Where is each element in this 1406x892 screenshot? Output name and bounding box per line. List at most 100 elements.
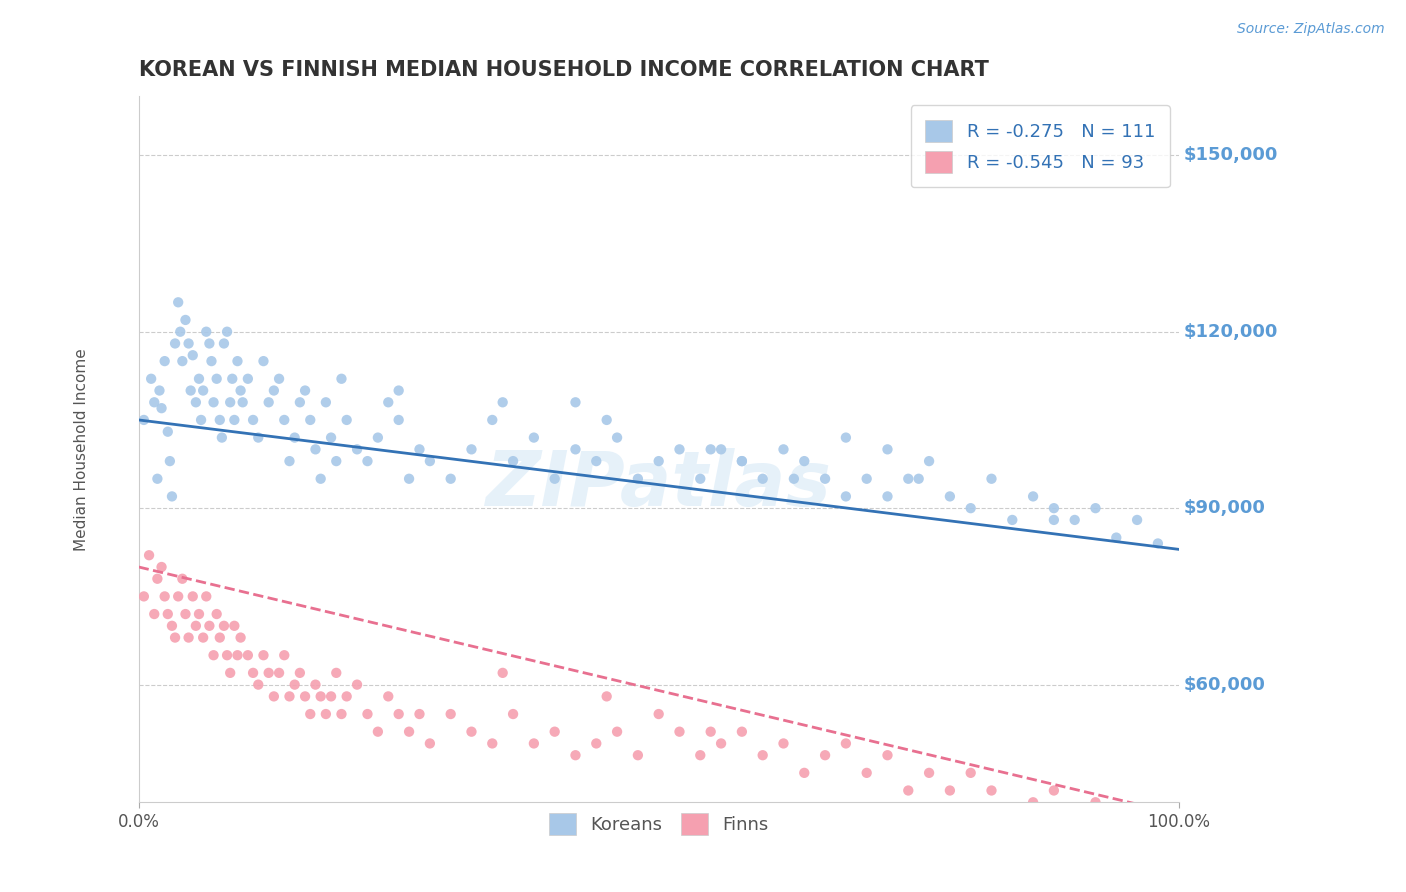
Point	[731, 454, 754, 468]
Point	[330, 372, 353, 386]
Point	[408, 706, 430, 721]
Point	[492, 395, 515, 409]
Point	[918, 765, 941, 780]
Text: KOREAN VS FINNISH MEDIAN HOUSEHOLD INCOME CORRELATION CHART: KOREAN VS FINNISH MEDIAN HOUSEHOLD INCOM…	[139, 60, 988, 79]
Point	[288, 395, 311, 409]
Point	[146, 572, 169, 586]
Point	[263, 690, 285, 704]
Point	[195, 325, 218, 339]
Point	[217, 648, 239, 663]
Point	[481, 736, 503, 750]
Point	[247, 678, 270, 692]
Point	[190, 413, 212, 427]
Point	[132, 590, 155, 604]
Point	[668, 724, 690, 739]
Point	[236, 372, 259, 386]
Point	[1105, 531, 1128, 545]
Point	[502, 706, 524, 721]
Point	[263, 384, 285, 398]
Point	[191, 384, 214, 398]
Point	[177, 336, 200, 351]
Point	[731, 724, 754, 739]
Point	[252, 648, 274, 663]
Point	[150, 401, 173, 416]
Point	[191, 631, 214, 645]
Point	[148, 384, 170, 398]
Point	[267, 372, 290, 386]
Point	[481, 413, 503, 427]
Point	[408, 442, 430, 457]
Point	[710, 442, 733, 457]
Point	[153, 590, 176, 604]
Point	[160, 619, 183, 633]
Text: $150,000: $150,000	[1184, 146, 1278, 164]
Point	[1043, 501, 1066, 516]
Point	[689, 472, 711, 486]
Point	[309, 690, 332, 704]
Point	[897, 783, 920, 797]
Text: Source: ZipAtlas.com: Source: ZipAtlas.com	[1237, 22, 1385, 37]
Point	[398, 724, 420, 739]
Point	[855, 765, 877, 780]
Point	[1147, 536, 1170, 550]
Point	[252, 354, 274, 368]
Point	[367, 431, 389, 445]
Point	[1022, 490, 1045, 504]
Point	[172, 354, 194, 368]
Point	[188, 372, 211, 386]
Point	[143, 607, 166, 621]
Point	[174, 313, 197, 327]
Point	[229, 631, 252, 645]
Point	[460, 442, 482, 457]
Point	[242, 413, 264, 427]
Point	[205, 607, 228, 621]
Point	[202, 395, 225, 409]
Point	[180, 384, 202, 398]
Point	[835, 431, 858, 445]
Point	[668, 442, 690, 457]
Point	[793, 454, 815, 468]
Point	[1126, 513, 1149, 527]
Point	[212, 619, 235, 633]
Point	[346, 678, 368, 692]
Point	[897, 472, 920, 486]
Point	[299, 413, 322, 427]
Point	[502, 454, 524, 468]
Point	[606, 431, 628, 445]
Point	[419, 454, 441, 468]
Legend: Koreans, Finns: Koreans, Finns	[541, 806, 776, 843]
Point	[165, 336, 187, 351]
Point	[257, 395, 280, 409]
Point	[907, 472, 929, 486]
Point	[224, 413, 246, 427]
Point	[356, 454, 378, 468]
Point	[169, 325, 191, 339]
Point	[959, 765, 981, 780]
Point	[195, 590, 218, 604]
Point	[1001, 807, 1024, 822]
Point	[1084, 795, 1107, 809]
Point	[595, 690, 617, 704]
Point	[273, 413, 295, 427]
Point	[980, 783, 1002, 797]
Point	[523, 736, 546, 750]
Point	[876, 442, 898, 457]
Point	[315, 395, 337, 409]
Point	[278, 690, 301, 704]
Point	[138, 548, 160, 562]
Point	[356, 706, 378, 721]
Point	[388, 413, 411, 427]
Point	[876, 748, 898, 763]
Point	[876, 490, 898, 504]
Point	[1084, 501, 1107, 516]
Point	[257, 665, 280, 680]
Point	[167, 590, 190, 604]
Point	[1022, 795, 1045, 809]
Point	[304, 442, 326, 457]
Point	[219, 395, 242, 409]
Point	[167, 295, 190, 310]
Point	[1043, 783, 1066, 797]
Point	[627, 472, 650, 486]
Point	[939, 490, 962, 504]
Point	[174, 607, 197, 621]
